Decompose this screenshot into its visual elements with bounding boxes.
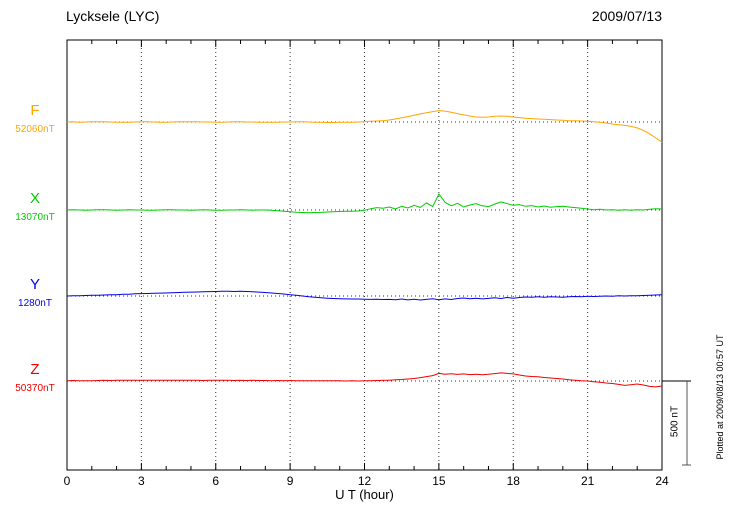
x-tick-label-6: 6 (212, 474, 220, 488)
plot-title: Lycksele (LYC) (66, 8, 160, 24)
x-tick-label-0: 0 (63, 474, 71, 488)
x-axis-label: U T (hour) (335, 487, 394, 502)
trace-Y (66, 290, 663, 301)
x-tick-label-3: 3 (138, 474, 145, 488)
series-letter-Y: Y (29, 276, 40, 293)
series-baseline-F: 52060nT (15, 124, 55, 135)
plotted-at-note: Plotted at 2009/08/13 00:57 UT (715, 334, 725, 460)
plot-date: 2009/07/13 (591, 8, 662, 24)
trace-F (66, 110, 663, 143)
x-tick-label-24: 24 (655, 474, 669, 488)
scale-bar-label: 500 nT (669, 405, 681, 438)
x-tick-label-15: 15 (432, 474, 446, 488)
series-letter-Z: Z (30, 361, 40, 378)
trace-X (66, 193, 663, 214)
trace-Z (66, 372, 663, 388)
series-baseline-Z: 50370nT (15, 383, 55, 394)
x-tick-label-18: 18 (506, 474, 520, 488)
series-baseline-X: 13070nT (15, 212, 55, 223)
series-letter-F: F (30, 102, 40, 119)
series-baseline-Y: 1280nT (18, 298, 52, 309)
series-letter-X: X (29, 190, 40, 207)
x-tick-label-9: 9 (286, 474, 294, 488)
x-tick-label-21: 21 (580, 474, 595, 488)
x-tick-label-12: 12 (357, 474, 372, 488)
